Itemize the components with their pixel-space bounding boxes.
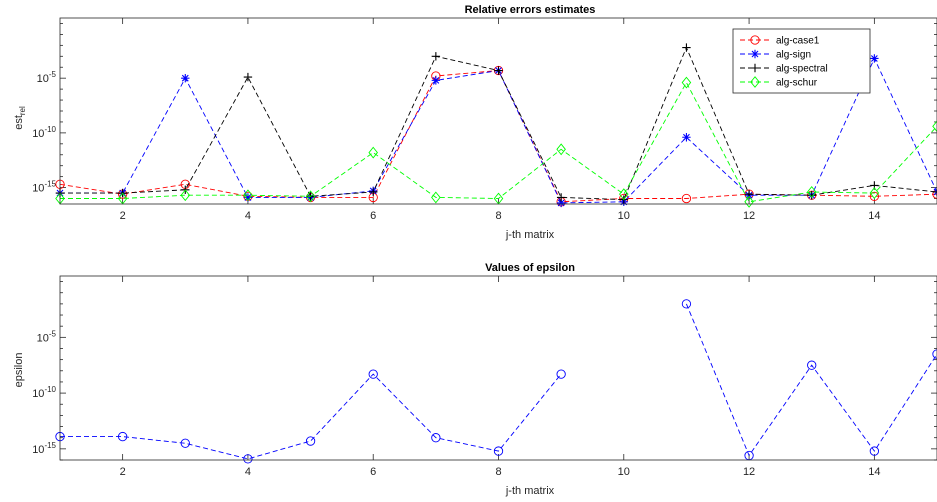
bottom-y-tick-label: 10-10 [32,385,56,400]
epsilon-point [305,436,316,446]
alg-case1-point [869,191,880,201]
alg-schur-point [243,189,253,202]
alg-schur-point [180,189,191,202]
epsilon-point [556,369,566,379]
top-chart-title: Relative errors estimates [465,4,596,16]
legend-label: alg-schur [776,78,818,89]
alg-sign-point [243,193,253,202]
legend-swatch-marker [750,63,760,73]
alg-schur-point [556,143,566,156]
alg-case1-point [681,193,692,204]
legend-swatch-marker [750,35,760,45]
legend-box [732,28,871,94]
bottom-x-tick-label: 10 [618,466,630,478]
top-chart-panel: Relative errors estimates j-th matrix es… [13,4,937,241]
series-epsilon [55,299,937,464]
bottom-chart-series-group [55,299,937,464]
bottom-x-tick-label: 8 [495,466,501,478]
alg-schur-point [305,190,316,203]
legend-swatch-marker [750,49,760,59]
alg-spectral-point [431,52,441,61]
alg-sign-point [556,198,566,208]
top-x-tick-label: 14 [868,210,880,222]
bottom-chart-ylabel: epsilon [13,353,25,388]
epsilon-point [243,454,253,464]
alg-spectral-point [369,187,378,197]
bottom-x-tick-label: 2 [120,466,126,478]
top-chart-legend: alg-case1 alg-sign alg-spectral alg-schur [732,28,871,94]
bottom-x-tick-label: 4 [245,466,251,478]
top-x-tick-label: 8 [495,210,501,222]
top-y-tick-label: 10-15 [32,180,56,195]
legend-label: alg-spectral [776,64,828,75]
alg-schur-point [869,187,880,199]
alg-sign-point [870,54,879,63]
top-chart-ylabel: estrel [13,106,27,130]
alg-schur-point [681,76,692,89]
bottom-x-tick-label: 14 [868,466,880,478]
epsilon-line [60,303,937,460]
bottom-chart-title: Values of epsilon [485,262,575,274]
alg-spectral-point [243,72,253,82]
epsilon-point [368,369,378,379]
alg-spectral-point [556,193,566,202]
top-chart-ylabel-main: est [13,115,25,130]
legend-label: alg-case1 [776,36,820,47]
epsilon-point [869,446,880,456]
bottom-chart-panel: Values of epsilon j-th matrix epsilon 2 4… [13,262,937,497]
legend-item-alg-sign: alg-sign [740,50,811,61]
bottom-x-tick-label: 12 [743,466,755,478]
legend-label: alg-sign [776,50,811,61]
legend-item-alg-schur: alg-schur [740,76,818,89]
top-chart-xlabel: j-th matrix [505,229,555,241]
bottom-y-tick-label: 10-15 [32,441,56,456]
epsilon-point [493,446,504,456]
alg-spectral-point [807,191,816,200]
alg-spectral-point [494,66,503,75]
legend-item-alg-spectral: alg-spectral [740,64,828,75]
alg-sign-point [682,133,691,142]
bottom-chart-frame [59,275,937,461]
top-x-tick-label: 10 [618,210,630,222]
alg-schur-point [744,195,754,208]
alg-schur-line [60,81,937,203]
top-chart-ylabel-sub: rel [18,106,27,115]
top-chart-frame [59,17,937,205]
alg-schur-point [806,186,817,198]
epsilon-point [180,438,190,448]
top-x-tick-label: 12 [743,210,755,222]
alg-schur-point [932,120,937,133]
top-y-tick-label: 10-5 [37,70,57,85]
bottom-y-tick-label: 10-5 [37,329,57,344]
epsilon-point [431,433,441,443]
legend-item-alg-case1: alg-case1 [740,35,820,47]
bottom-chart-xlabel: j-th matrix [505,485,555,497]
alg-spectral-point [932,187,937,197]
top-x-tick-label: 4 [245,210,251,222]
alg-sign-point [431,76,441,85]
epsilon-point [681,299,692,309]
alg-schur-point [619,188,629,201]
epsilon-point [117,431,128,442]
alg-schur-point [431,191,441,204]
top-y-tick-label: 10-10 [32,125,56,140]
top-x-tick-label: 6 [370,210,376,222]
alg-sign-point [181,73,190,83]
alg-spectral-point [682,43,691,52]
bottom-chart-axes: 2 4 6 8 10 12 14 10-15 10-10 10-5 [32,276,937,478]
epsilon-point [807,360,817,370]
top-x-tick-label: 2 [120,210,126,222]
legend-swatch-marker [750,76,760,88]
alg-schur-point [368,146,378,159]
bottom-x-tick-label: 6 [370,466,376,478]
